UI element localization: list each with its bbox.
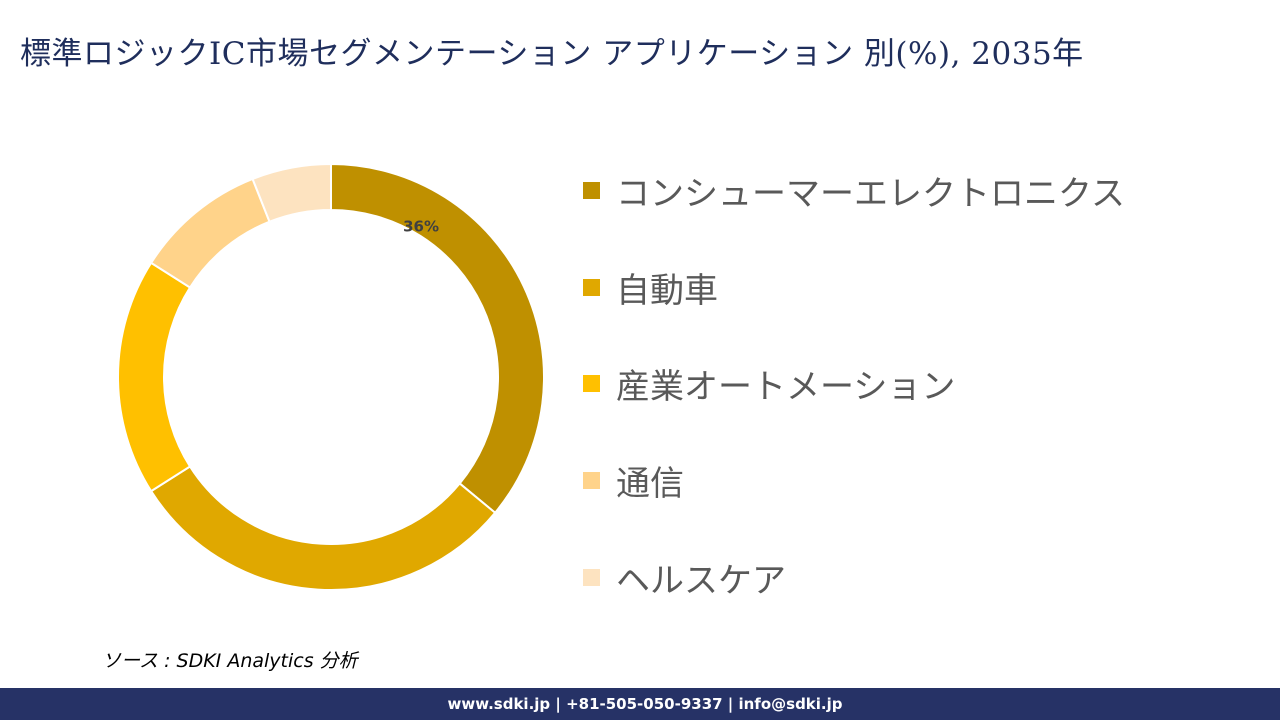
legend-swatch xyxy=(583,279,600,296)
legend-item-4: 通信 xyxy=(583,456,684,505)
footer-contact: www.sdki.jp | +81-505-050-9337 | info@sd… xyxy=(447,695,843,713)
legend-label: コンシューマーエレクトロニクス xyxy=(616,174,1125,214)
legend-label: ヘルスケア xyxy=(616,561,786,601)
donut-slice-2 xyxy=(149,465,497,591)
source-note: ソース : SDKI Analytics 分析 xyxy=(102,650,358,672)
footer-bar: www.sdki.jp | +81-505-050-9337 | info@sd… xyxy=(0,688,1280,720)
donut-slice-3 xyxy=(117,261,192,493)
donut-slice-5 xyxy=(251,162,332,224)
data-label-1: 36% xyxy=(403,217,439,235)
donut-slice-1 xyxy=(330,162,545,515)
legend-swatch xyxy=(583,569,600,586)
legend-label: 産業オートメーション xyxy=(616,367,956,407)
legend-item-5: ヘルスケア xyxy=(583,553,786,602)
legend-swatch xyxy=(583,375,600,392)
legend-item-2: 自動車 xyxy=(583,263,718,312)
donut-slice-4 xyxy=(149,177,271,289)
legend-label: 通信 xyxy=(616,464,684,504)
legend-swatch xyxy=(583,472,600,489)
chart-title: 標準ロジックIC市場セグメンテーション アプリケーション 別(%), 2035年 xyxy=(20,36,1084,72)
legend-item-1: コンシューマーエレクトロニクス xyxy=(583,166,1125,215)
legend-item-3: 産業オートメーション xyxy=(583,359,955,408)
legend-label: 自動車 xyxy=(616,271,718,311)
legend-swatch xyxy=(583,182,600,199)
